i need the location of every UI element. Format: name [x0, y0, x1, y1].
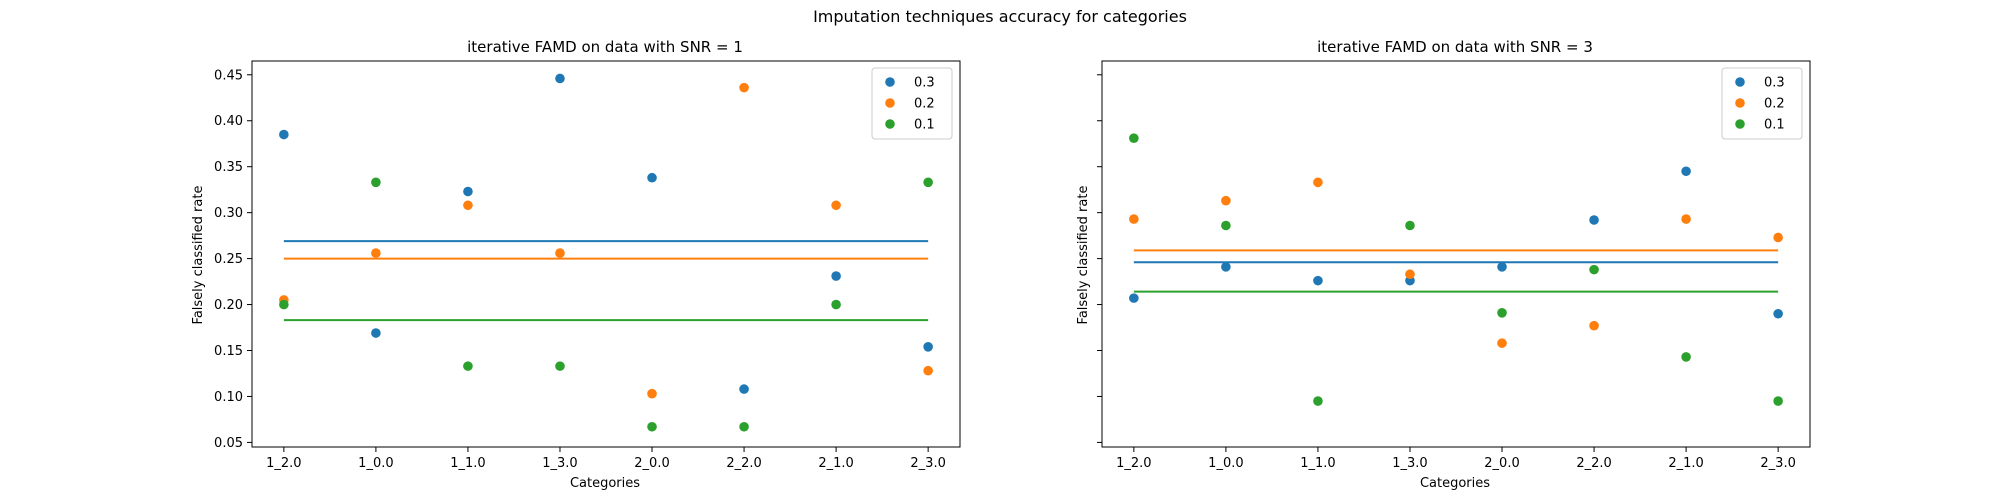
- point-0.2: [1313, 177, 1323, 188]
- point-0.2: [1497, 338, 1507, 348]
- x-tick-label: 1_3.0: [542, 456, 577, 471]
- point-0.2: [647, 388, 657, 399]
- point-0.3: [1129, 293, 1139, 303]
- x-tick-label: 2_3.0: [1760, 456, 1795, 471]
- point-0.2: [1773, 232, 1783, 243]
- point-0.3: [647, 172, 657, 183]
- y-tick-label: 0.30: [214, 206, 243, 221]
- point-0.2: [1221, 195, 1231, 206]
- point-0.2: [1681, 214, 1691, 224]
- point-0.2: [463, 200, 473, 211]
- legend-label: 0.1: [914, 118, 935, 133]
- y-axis-label: Falsely classified rate: [191, 186, 206, 325]
- y-tick-label: 0.15: [214, 344, 243, 359]
- point-0.1: [555, 361, 565, 371]
- chart-snr-1: iterative FAMD on data with SNR = 1 Cate…: [191, 38, 961, 491]
- chart-title: iterative FAMD on data with SNR = 3: [1317, 38, 1593, 56]
- point-0.1: [463, 361, 473, 371]
- y-tick-label: 0.45: [214, 68, 243, 83]
- x-tick-label: 2_2.0: [726, 456, 761, 471]
- legend-box: [871, 67, 953, 140]
- point-0.1: [739, 421, 749, 432]
- point-0.3: [1221, 262, 1231, 272]
- point-0.3: [831, 271, 841, 281]
- legend-marker-0.2: [1735, 98, 1745, 108]
- point-0.2: [371, 248, 381, 258]
- legend-marker-0.1: [1735, 119, 1745, 129]
- point-0.2: [923, 365, 933, 376]
- x-tick-label: 2_3.0: [910, 456, 945, 471]
- point-0.2: [831, 200, 841, 211]
- axes-frame: [1101, 60, 1811, 448]
- point-0.1: [371, 177, 381, 188]
- point-0.3: [1589, 215, 1599, 225]
- y-tick-label: 0.10: [214, 390, 243, 405]
- legend-label: 0.2: [914, 97, 935, 112]
- point-0.1: [1497, 308, 1507, 318]
- point-0.2: [1589, 320, 1599, 331]
- x-tick-label: 1_3.0: [1392, 456, 1427, 471]
- point-0.1: [647, 421, 657, 432]
- legend-marker-0.2: [885, 98, 895, 108]
- x-tick-label: 1_2.0: [266, 456, 301, 471]
- legend-marker-0.3: [885, 77, 895, 87]
- point-0.1: [1681, 352, 1691, 362]
- y-axis-label: Falsely classified rate: [1076, 186, 1091, 325]
- x-tick-label: 1_1.0: [450, 456, 485, 471]
- point-0.3: [463, 186, 473, 197]
- chart-snr-3: iterative FAMD on data with SNR = 3 Cate…: [1076, 38, 1811, 491]
- point-0.1: [1221, 220, 1231, 231]
- y-tick-label: 0.40: [214, 114, 243, 129]
- x-tick-label: 1_1.0: [1300, 456, 1335, 471]
- legend-label: 0.2: [1764, 97, 1785, 112]
- point-0.1: [923, 177, 933, 188]
- y-tick-label: 0.05: [214, 436, 243, 451]
- legend-label: 0.3: [1764, 76, 1785, 91]
- x-tick-label: 2_1.0: [818, 456, 853, 471]
- x-axis-label: Categories: [570, 476, 640, 491]
- x-tick-label: 1_2.0: [1116, 456, 1151, 471]
- point-0.3: [279, 129, 289, 140]
- legend-box: [1721, 67, 1803, 140]
- chart-title: iterative FAMD on data with SNR = 1: [467, 38, 743, 56]
- point-0.1: [1589, 264, 1599, 275]
- point-0.3: [923, 342, 933, 352]
- point-0.2: [739, 82, 749, 93]
- point-0.2: [1129, 214, 1139, 224]
- point-0.1: [1313, 396, 1323, 406]
- legend-label: 0.1: [1764, 118, 1785, 133]
- point-0.1: [1129, 133, 1139, 143]
- x-tick-label: 1_0.0: [1208, 456, 1243, 471]
- x-axis-label: Categories: [1420, 476, 1490, 491]
- x-tick-label: 2_0.0: [634, 456, 669, 471]
- point-0.3: [1313, 275, 1323, 286]
- legend-marker-0.3: [1735, 77, 1745, 87]
- point-0.3: [739, 384, 749, 394]
- point-0.3: [1681, 166, 1691, 177]
- point-0.1: [1773, 396, 1783, 406]
- legend-label: 0.3: [914, 76, 935, 91]
- point-0.2: [1405, 269, 1415, 280]
- point-0.1: [831, 299, 841, 310]
- point-0.3: [1773, 308, 1783, 319]
- y-tick-label: 0.35: [214, 160, 243, 175]
- point-0.2: [555, 248, 565, 258]
- point-0.3: [1497, 262, 1507, 272]
- figure-suptitle: Imputation techniques accuracy for categ…: [813, 7, 1187, 26]
- point-0.3: [371, 328, 381, 338]
- point-0.1: [1405, 220, 1415, 231]
- legend-marker-0.1: [885, 119, 895, 129]
- axes-frame: [251, 60, 961, 448]
- point-0.3: [555, 73, 565, 84]
- y-tick-label: 0.20: [214, 298, 243, 313]
- x-tick-label: 2_0.0: [1484, 456, 1519, 471]
- point-0.1: [279, 299, 289, 310]
- x-tick-label: 2_2.0: [1576, 456, 1611, 471]
- x-tick-label: 1_0.0: [358, 456, 393, 471]
- x-tick-label: 2_1.0: [1668, 456, 1703, 471]
- y-tick-label: 0.25: [214, 252, 243, 267]
